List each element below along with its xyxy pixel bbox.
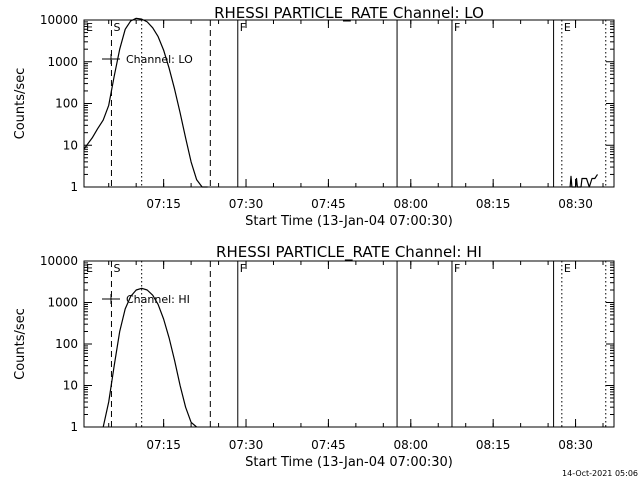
y-tick-label: 1 [70,420,78,434]
event-marker-label: E [86,21,93,34]
x-tick-label: 08:30 [558,197,593,211]
y-tick-label: 1000 [47,296,78,310]
x-tick-label: 07:30 [229,438,264,452]
y-tick-label: 1000 [47,55,78,69]
x-tick-label: 08:00 [393,197,428,211]
y-tick-label: 10 [63,379,78,393]
series-line [569,174,599,188]
hi-channel-panel: RHESSI PARTICLE_RATE Channel: HI 07:15 07:… [13,243,615,470]
x-tick-label: 08:00 [393,438,428,452]
event-marker-label: E [564,21,571,34]
event-marker-label: F [454,21,460,34]
chart-title: RHESSI PARTICLE_RATE Channel: LO [214,4,484,23]
y-axis-label: Counts/sec [13,308,28,380]
x-tick-label: 08:30 [558,438,593,452]
x-tick-label: 08:15 [476,438,511,452]
plot-frame [83,260,615,428]
y-axis-label: Counts/sec [13,68,28,140]
chart-title: RHESSI PARTICLE_RATE Channel: HI [216,243,482,262]
event-marker-label: F [240,21,246,34]
x-axis-label: Start Time (13-Jan-04 07:00:30) [245,214,453,229]
footer-timestamp: 14-Oct-2021 05:06 [562,469,638,478]
legend-entry: Channel: LO [126,53,193,66]
event-marker-label: F [240,262,246,275]
x-tick-label: 07:15 [146,197,181,211]
y-tick-label: 10000 [40,13,78,27]
plot-frame [83,19,615,188]
series-line [83,17,208,188]
event-marker-label: S [113,262,120,275]
lo-channel-panel: RHESSI PARTICLE_RATE Channel: LO 07:15 07:… [13,4,615,229]
y-tick-label: 1 [70,180,78,194]
event-marker-label: F [454,262,460,275]
x-tick-label: 07:45 [311,438,346,452]
event-marker-label: E [86,262,93,275]
y-tick-label: 100 [55,97,78,111]
legend-entry: Channel: HI [126,293,190,306]
x-tick-label: 07:30 [229,197,264,211]
x-axis-label: Start Time (13-Jan-04 07:00:30) [245,455,453,470]
y-tick-label: 10 [63,138,78,152]
x-tick-label: 07:15 [146,438,181,452]
y-tick-label: 100 [55,337,78,351]
y-tick-label: 10000 [40,254,78,268]
series-line [102,287,197,428]
event-marker-label: E [564,262,571,275]
event-marker-label: S [113,21,120,34]
x-tick-label: 08:15 [476,197,511,211]
x-tick-label: 07:45 [311,197,346,211]
